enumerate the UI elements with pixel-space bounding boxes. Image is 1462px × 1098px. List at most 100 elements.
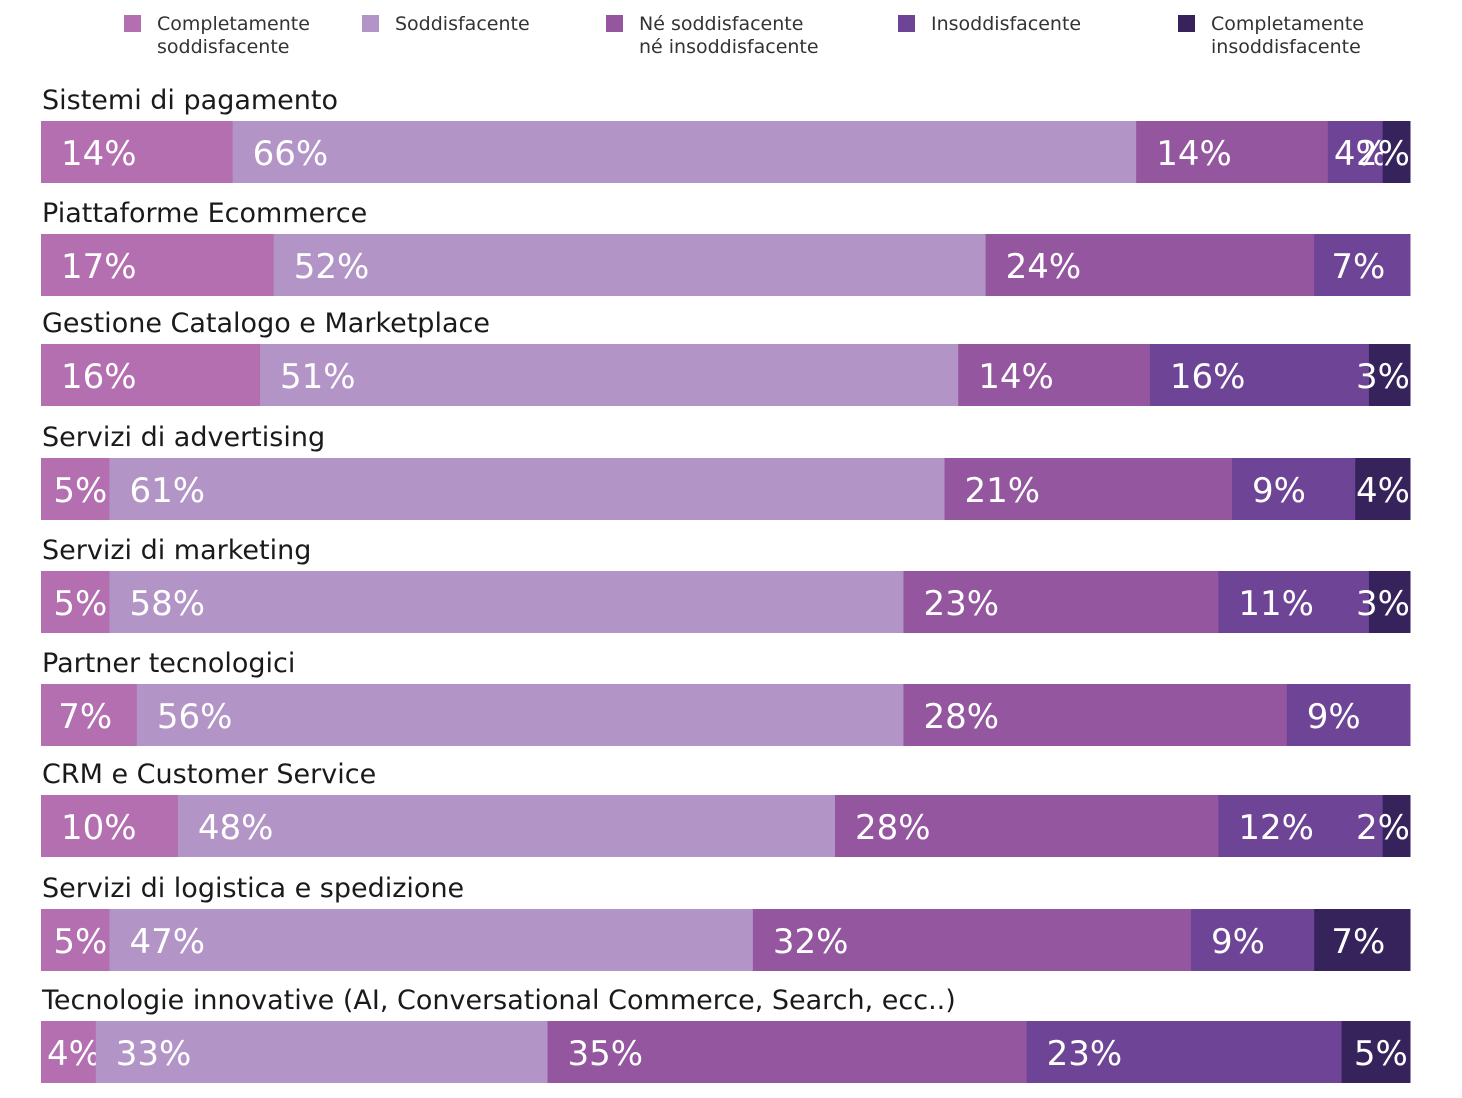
bar-segment xyxy=(41,1021,97,1083)
data-label: 14% xyxy=(61,134,137,174)
data-label: 10% xyxy=(61,808,137,848)
data-label: 4% xyxy=(1356,471,1410,511)
data-label: 51% xyxy=(280,357,356,397)
data-label: 7% xyxy=(1331,922,1385,962)
data-label: 2% xyxy=(1356,808,1410,848)
bar-segment xyxy=(41,571,110,633)
bar-segment xyxy=(109,909,754,971)
data-label: 5% xyxy=(53,471,107,511)
legend-label: soddisfacente xyxy=(157,36,289,58)
data-label: 14% xyxy=(1156,134,1232,174)
legend-swatch xyxy=(362,15,379,32)
data-label: 28% xyxy=(923,697,999,737)
data-label: 32% xyxy=(773,922,849,962)
bar-segment xyxy=(1368,344,1411,406)
bar-segment xyxy=(1382,795,1411,857)
legend-label: né insoddisfacente xyxy=(639,36,819,58)
bar-segment xyxy=(944,458,1233,520)
data-label: 11% xyxy=(1238,584,1314,624)
bar-segment xyxy=(1382,121,1411,183)
bar-segment xyxy=(1026,1021,1343,1083)
category-label: Sistemi di pagamento xyxy=(42,85,338,116)
bar-segment xyxy=(136,684,904,746)
category-label: Partner tecnologici xyxy=(42,648,295,679)
bar-segment xyxy=(985,234,1315,296)
bar-segment xyxy=(547,1021,1028,1083)
bar-segment xyxy=(903,684,1288,746)
legend-label: Né soddisfacente xyxy=(639,13,803,35)
data-label: 5% xyxy=(1354,1034,1408,1074)
bar-row: CRM e Customer Service 10% 48% 28% 12% 2% xyxy=(41,759,1411,857)
bar-segment xyxy=(1314,234,1411,296)
bar-segment xyxy=(1355,458,1411,520)
bar-segment xyxy=(232,121,1137,183)
category-label: CRM e Customer Service xyxy=(42,759,376,790)
bar-segment xyxy=(95,1021,549,1083)
data-label: 3% xyxy=(1356,357,1410,397)
data-label: 35% xyxy=(568,1034,644,1074)
data-label: 56% xyxy=(157,697,233,737)
data-label: 58% xyxy=(129,584,205,624)
category-label: Gestione Catalogo e Marketplace xyxy=(42,308,490,339)
data-label: 48% xyxy=(198,808,274,848)
bar-segment xyxy=(1218,571,1370,633)
data-label: 33% xyxy=(116,1034,192,1074)
data-label: 21% xyxy=(965,471,1041,511)
category-label: Servizi di logistica e spedizione xyxy=(42,873,464,904)
data-label: 52% xyxy=(294,247,370,287)
data-label: 5% xyxy=(53,922,107,962)
data-label: 9% xyxy=(1211,922,1265,962)
bar-segment xyxy=(41,344,261,406)
data-label: 7% xyxy=(58,697,112,737)
data-label: 23% xyxy=(923,584,999,624)
bar-segment xyxy=(1232,458,1356,520)
legend-label: insoddisfacente xyxy=(1211,36,1361,58)
bar-segment xyxy=(109,458,946,520)
data-label: 17% xyxy=(61,247,137,287)
bar-segment xyxy=(41,234,275,296)
data-label: 3% xyxy=(1356,584,1410,624)
chart-rows: Sistemi di pagamento 14% 66% 14% 4% 2% Piattaf… xyxy=(41,85,1411,1083)
legend-label: Soddisfacente xyxy=(395,13,530,35)
bar-segment xyxy=(41,795,179,857)
bar-segment xyxy=(41,121,234,183)
data-label: 7% xyxy=(1331,247,1385,287)
bar-segment xyxy=(1149,344,1370,406)
bar-segment xyxy=(1327,121,1384,183)
bar-segment xyxy=(41,684,138,746)
bar-segment xyxy=(1218,795,1384,857)
category-label: Tecnologie innovative (AI, Conversationa… xyxy=(41,985,956,1016)
legend-label: Completamente xyxy=(1211,13,1364,35)
data-label: 16% xyxy=(61,357,137,397)
data-label: 2% xyxy=(1356,134,1410,174)
bar-segment xyxy=(41,909,110,971)
bar-segment xyxy=(1314,909,1411,971)
data-label: 66% xyxy=(253,134,329,174)
bar-segment xyxy=(1136,121,1329,183)
data-label: 12% xyxy=(1238,808,1314,848)
bar-segment xyxy=(260,344,959,406)
bar-segment xyxy=(1190,909,1315,971)
bar-segment xyxy=(273,234,987,296)
bar-segment xyxy=(1368,571,1411,633)
bar-row: Tecnologie innovative (AI, Conversationa… xyxy=(41,985,1411,1083)
data-label: 24% xyxy=(1006,247,1082,287)
category-label: Piattaforme Ecommerce xyxy=(42,198,367,229)
data-label: 4% xyxy=(47,1034,101,1074)
legend-label: Completamente xyxy=(157,13,310,35)
data-label: 23% xyxy=(1047,1034,1123,1074)
legend-swatch xyxy=(606,15,623,32)
bar-segment xyxy=(958,344,1151,406)
legend-item: Insoddisfacente xyxy=(898,13,1081,35)
legend-item: Soddisfacente xyxy=(362,13,530,35)
bar-segment xyxy=(41,458,110,520)
bar-row: Servizi di advertising 5% 61% 21% 9% 4% xyxy=(41,422,1411,520)
bar-segment xyxy=(1286,684,1411,746)
bar-segment xyxy=(109,571,904,633)
bar-segment xyxy=(1341,1021,1411,1083)
bar-row: Sistemi di pagamento 14% 66% 14% 4%2% xyxy=(41,85,1411,183)
